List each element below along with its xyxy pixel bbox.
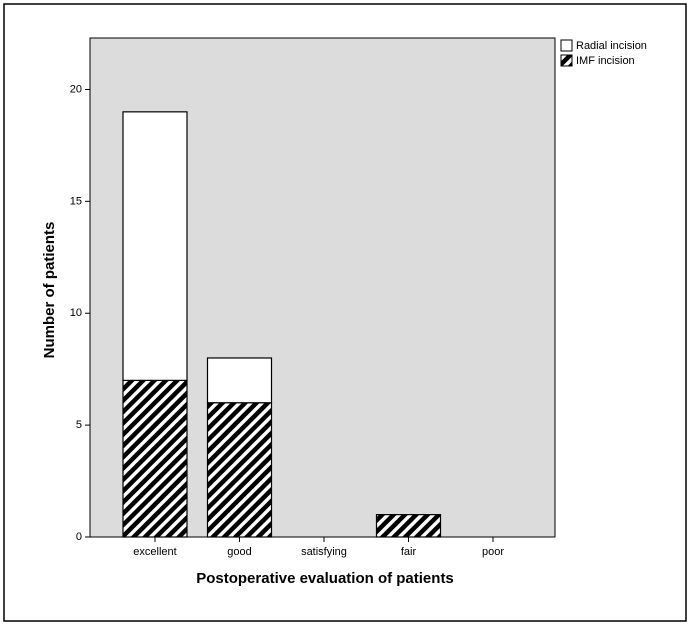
y-axis-title: Number of patients: [41, 222, 58, 359]
x-tick-label: good: [227, 546, 251, 558]
bar-segment: [206, 357, 273, 404]
bar-segment: [375, 514, 442, 538]
legend-label: Radial incision: [576, 40, 647, 52]
bar-segment: [206, 402, 273, 538]
x-tick-label: satisfying: [301, 546, 347, 558]
x-tick-label: poor: [482, 546, 504, 558]
x-axis-title: Postoperative evaluation of patients: [196, 570, 454, 587]
legend-swatch: [560, 54, 573, 67]
y-tick-label: 20: [70, 83, 82, 95]
legend-swatch: [560, 39, 573, 52]
legend-label: IMF incision: [576, 55, 635, 67]
bar-segment: [122, 379, 188, 538]
bar-segment: [122, 111, 188, 381]
frame: [3, 3, 687, 622]
y-tick-label: 15: [70, 195, 82, 207]
y-tick-label: 5: [76, 419, 82, 431]
x-tick-label: excellent: [133, 546, 176, 558]
y-tick-label: 10: [70, 307, 82, 319]
y-tick-label: 0: [76, 531, 82, 543]
x-tick-label: fair: [401, 546, 417, 558]
